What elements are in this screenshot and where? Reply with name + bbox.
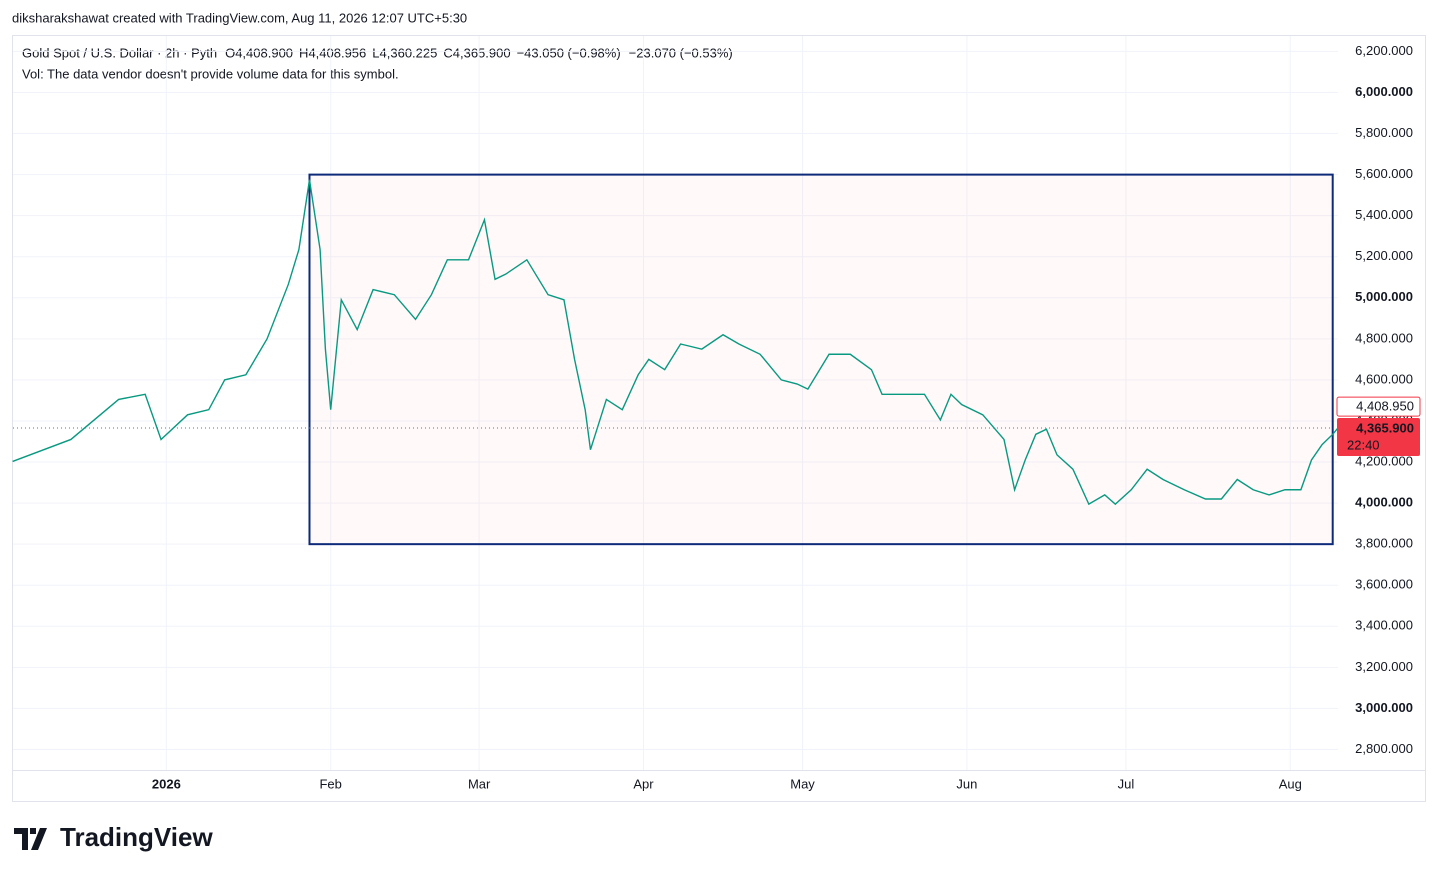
last-price-box bbox=[1337, 417, 1420, 456]
y-tick-label: 4,800.000 bbox=[1355, 330, 1413, 345]
y-tick-label: 5,200.000 bbox=[1355, 248, 1413, 263]
x-tick-label: Jul bbox=[1118, 776, 1135, 791]
y-tick-label: 4,600.000 bbox=[1355, 371, 1413, 386]
x-tick-label: Apr bbox=[633, 776, 654, 791]
y-tick-label: 4,200.000 bbox=[1355, 453, 1413, 468]
x-tick-label: Aug bbox=[1279, 776, 1302, 791]
ohlc-key: H bbox=[299, 45, 308, 60]
change: −43.050 (−0.98%) bbox=[517, 45, 621, 60]
ohlc-value: 4,408.956 bbox=[308, 45, 366, 60]
range-rectangle bbox=[308, 173, 1334, 546]
volume-note: Vol: The data vendor doesn't provide vol… bbox=[22, 66, 399, 81]
ohlc-value: 4,408.900 bbox=[235, 45, 293, 60]
logo: TradingView bbox=[14, 822, 213, 852]
y-tick-label: 6,200.000 bbox=[1355, 43, 1413, 58]
countdown: 22:40 bbox=[1347, 437, 1380, 452]
chart-frame bbox=[12, 35, 1426, 802]
y-tick-label: 4,000.000 bbox=[1355, 495, 1413, 510]
attribution: diksharakshawat created with TradingView… bbox=[12, 10, 467, 25]
logo-text: TradingView bbox=[60, 822, 213, 852]
y-tick-label: 3,400.000 bbox=[1355, 618, 1413, 633]
y-tick-label: 5,600.000 bbox=[1355, 166, 1413, 181]
y-tick-label: 6,000.000 bbox=[1355, 84, 1413, 99]
price-box bbox=[1336, 396, 1421, 417]
ohlc-key: O bbox=[225, 45, 235, 60]
y-tick-label: 3,600.000 bbox=[1355, 577, 1413, 592]
y-tick-label: 3,200.000 bbox=[1355, 659, 1413, 674]
ohlc-key: C bbox=[443, 45, 452, 60]
y-tick-label: 5,400.000 bbox=[1355, 207, 1413, 222]
legend: Gold Spot / U.S. Dollar · 2h · Pyth Vol:… bbox=[22, 45, 399, 81]
price-label: 4,408.950 bbox=[1356, 399, 1414, 414]
last-price-label: 4,365.900 bbox=[1356, 420, 1414, 435]
symbol-title: Gold Spot / U.S. Dollar · 2h · Pyth bbox=[22, 45, 217, 60]
ohlc-value: 4,365.900 bbox=[453, 45, 511, 60]
x-tick-label: 2026 bbox=[152, 776, 181, 791]
x-tick-label: Feb bbox=[319, 776, 341, 791]
change: −23.070 (−0.53%) bbox=[629, 45, 733, 60]
y-tick-label: 5,000.000 bbox=[1355, 289, 1413, 304]
ohlc-value: 4,360.225 bbox=[380, 45, 438, 60]
ohlc-key: L bbox=[372, 45, 379, 60]
price-line bbox=[12, 179, 1339, 506]
x-tick-label: May bbox=[790, 776, 815, 791]
y-tick-label: 5,800.000 bbox=[1355, 125, 1413, 140]
y-tick-label: 3,800.000 bbox=[1355, 536, 1413, 551]
y-tick-label: 2,800.000 bbox=[1355, 741, 1413, 756]
x-tick-label: Mar bbox=[468, 776, 491, 791]
y-tick-label: 3,000.000 bbox=[1355, 700, 1413, 715]
x-tick-label: Jun bbox=[956, 776, 977, 791]
